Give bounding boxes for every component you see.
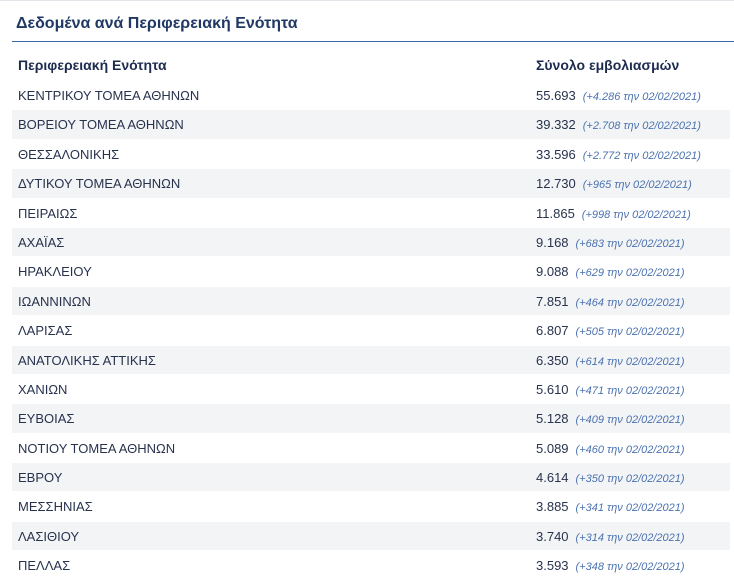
region-name-cell: ΝΟΤΙΟΥ ΤΟΜΕΑ ΑΘΗΝΩΝ bbox=[18, 440, 176, 456]
total-value: 5.610 bbox=[536, 381, 569, 397]
daily-delta: (+614 την 02/02/2021) bbox=[575, 355, 685, 368]
table-body: ΚΕΝΤΡΙΚΟΥ ΤΟΜΕΑ ΑΘΗΝΩΝ 55.693 (+4.286 την … bbox=[12, 81, 730, 578]
daily-delta: (+2.772 την 02/02/2021) bbox=[582, 149, 701, 162]
table-row: ΘΕΣΣΑΛΟΝΙΚΗΣ 33.596 (+2.772 την 02/02/2021… bbox=[12, 140, 730, 170]
total-cell: 6.807 (+505 την 02/02/2021) bbox=[536, 323, 685, 338]
daily-delta: (+409 την 02/02/2021) bbox=[575, 414, 685, 427]
region-name-cell: ΛΑΣΙΘΙΟΥ bbox=[18, 528, 80, 544]
region-name-cell: ΗΡΑΚΛΕΙΟΥ bbox=[18, 264, 92, 280]
total-cell: 11.865 (+998 την 02/02/2021) bbox=[536, 206, 691, 221]
table-header: Περιφερειακή Ενότητα Σύνολο εμβολιασμών bbox=[12, 51, 730, 80]
total-value: 5.089 bbox=[536, 440, 569, 456]
daily-delta: (+348 την 02/02/2021) bbox=[575, 561, 685, 574]
table-row: ΑΝΑΤΟΛΙΚΗΣ ΑΤΤΙΚΗΣ 6.350 (+614 την 02/02/2… bbox=[12, 345, 730, 375]
table-row: ΙΩΑΝΝΙΝΩΝ 7.851 (+464 την 02/02/2021) bbox=[12, 286, 730, 317]
region-name-cell: ΛΑΡΙΣΑΣ bbox=[18, 323, 73, 339]
total-value: 12.730 bbox=[536, 176, 576, 192]
total-value: 3.740 bbox=[536, 528, 569, 544]
table-row: ΒΟΡΕΙΟΥ ΤΟΜΕΑ ΑΘΗΝΩΝ 39.332 (+2.708 την 02… bbox=[12, 110, 730, 140]
daily-delta: (+350 την 02/02/2021) bbox=[575, 473, 685, 486]
daily-delta: (+2.708 την 02/02/2021) bbox=[582, 120, 701, 133]
total-value: 9.168 bbox=[536, 234, 569, 250]
daily-delta: (+464 την 02/02/2021) bbox=[575, 296, 685, 309]
table-row: ΗΡΑΚΛΕΙΟΥ 9.088 (+629 την 02/02/2021) bbox=[12, 257, 730, 287]
total-value: 9.088 bbox=[536, 264, 569, 280]
total-cell: 33.596 (+2.772 την 02/02/2021) bbox=[536, 147, 701, 162]
total-cell: 5.089 (+460 την 02/02/2021) bbox=[536, 441, 685, 456]
table-row: ΔΥΤΙΚΟΥ ΤΟΜΕΑ ΑΘΗΝΩΝ 12.730 (+965 την 02/0… bbox=[12, 169, 730, 199]
total-cell: 12.730 (+965 την 02/02/2021) bbox=[536, 176, 692, 191]
region-name-cell: ΔΥΤΙΚΟΥ ΤΟΜΕΑ ΑΘΗΝΩΝ bbox=[18, 176, 181, 192]
total-cell: 3.885 (+341 την 02/02/2021) bbox=[536, 499, 685, 514]
region-name-cell: ΠΕΛΛΑΣ bbox=[18, 558, 71, 574]
region-name-cell: ΘΕΣΣΑΛΟΝΙΚΗΣ bbox=[18, 146, 120, 162]
total-cell: 3.593 (+348 την 02/02/2021) bbox=[536, 558, 685, 573]
daily-delta: (+629 την 02/02/2021) bbox=[575, 267, 685, 280]
region-name-cell: ΕΥΒΟΙΑΣ bbox=[18, 411, 75, 427]
total-value: 33.596 bbox=[536, 146, 576, 162]
total-value: 4.614 bbox=[536, 470, 569, 486]
daily-delta: (+683 την 02/02/2021) bbox=[575, 237, 685, 250]
daily-delta: (+341 την 02/02/2021) bbox=[575, 502, 685, 515]
table-row: ΝΟΤΙΟΥ ΤΟΜΕΑ ΑΘΗΝΩΝ 5.089 (+460 την 02/02/… bbox=[12, 434, 730, 464]
region-name-cell: ΜΕΣΣΗΝΙΑΣ bbox=[18, 499, 93, 515]
total-value: 7.851 bbox=[536, 293, 569, 309]
total-cell: 7.851 (+464 την 02/02/2021) bbox=[536, 294, 685, 309]
table-row: ΛΑΣΙΘΙΟΥ 3.740 (+314 την 02/02/2021) bbox=[12, 521, 730, 552]
table-row: ΚΕΝΤΡΙΚΟΥ ΤΟΜΕΑ ΑΘΗΝΩΝ 55.693 (+4.286 την … bbox=[12, 81, 730, 111]
table-row: ΕΒΡΟΥ 4.614 (+350 την 02/02/2021) bbox=[12, 463, 730, 493]
total-value: 6.350 bbox=[536, 352, 569, 368]
daily-delta: (+4.286 την 02/02/2021) bbox=[582, 91, 701, 103]
column-header-region[interactable]: Περιφερειακή Ενότητα bbox=[18, 57, 167, 73]
total-value: 39.332 bbox=[536, 117, 576, 133]
daily-delta: (+505 την 02/02/2021) bbox=[575, 326, 685, 339]
daily-delta: (+314 την 02/02/2021) bbox=[575, 531, 685, 544]
region-name-cell: ΙΩΑΝΝΙΝΩΝ bbox=[18, 293, 91, 309]
table-row: ΑΧΑΪΑΣ 9.168 (+683 την 02/02/2021) bbox=[12, 227, 730, 258]
total-value: 6.807 bbox=[536, 323, 569, 339]
table-row: ΠΕΛΛΑΣ 3.593 (+348 την 02/02/2021) bbox=[12, 551, 730, 578]
region-name-cell: ΚΕΝΤΡΙΚΟΥ ΤΟΜΕΑ ΑΘΗΝΩΝ bbox=[18, 88, 200, 103]
region-name-cell: ΠΕΙΡΑΙΩΣ bbox=[18, 205, 78, 221]
table-row: ΛΑΡΙΣΑΣ 6.807 (+505 την 02/02/2021) bbox=[12, 316, 730, 346]
total-value: 5.128 bbox=[536, 411, 569, 427]
table-row: ΧΑΝΙΩΝ 5.610 (+471 την 02/02/2021) bbox=[12, 375, 730, 405]
total-value: 55.693 bbox=[536, 88, 576, 103]
table-row: ΕΥΒΟΙΑΣ 5.128 (+409 την 02/02/2021) bbox=[12, 404, 730, 434]
region-name-cell: ΒΟΡΕΙΟΥ ΤΟΜΕΑ ΑΘΗΝΩΝ bbox=[18, 117, 184, 133]
region-name-cell: ΕΒΡΟΥ bbox=[18, 470, 63, 486]
total-value: 11.865 bbox=[536, 205, 575, 221]
total-cell: 9.168 (+683 την 02/02/2021) bbox=[536, 235, 685, 250]
total-cell: 55.693 (+4.286 την 02/02/2021) bbox=[536, 88, 701, 103]
total-cell: 9.088 (+629 την 02/02/2021) bbox=[536, 264, 685, 279]
region-name-cell: ΑΧΑΪΑΣ bbox=[18, 234, 65, 250]
total-cell: 6.350 (+614 την 02/02/2021) bbox=[536, 353, 685, 368]
column-header-total[interactable]: Σύνολο εμβολιασμών bbox=[536, 57, 680, 73]
total-cell: 4.614 (+350 την 02/02/2021) bbox=[536, 470, 685, 485]
total-cell: 5.128 (+409 την 02/02/2021) bbox=[536, 411, 685, 426]
region-name-cell: ΑΝΑΤΟΛΙΚΗΣ ΑΤΤΙΚΗΣ bbox=[18, 352, 156, 368]
total-cell: 3.740 (+314 την 02/02/2021) bbox=[536, 529, 685, 544]
page-title: Δεδομένα ανά Περιφερειακή Ενότητα bbox=[16, 15, 298, 32]
daily-delta: (+471 την 02/02/2021) bbox=[575, 384, 685, 397]
total-value: 3.885 bbox=[536, 499, 569, 515]
title-divider bbox=[12, 41, 734, 42]
daily-delta: (+965 την 02/02/2021) bbox=[582, 179, 692, 192]
table-row: ΜΕΣΣΗΝΙΑΣ 3.885 (+341 την 02/02/2021) bbox=[12, 492, 730, 522]
table-row: ΠΕΙΡΑΙΩΣ 11.865 (+998 την 02/02/2021) bbox=[12, 199, 730, 228]
daily-delta: (+998 την 02/02/2021) bbox=[581, 208, 691, 221]
total-cell: 39.332 (+2.708 την 02/02/2021) bbox=[536, 117, 701, 132]
region-name-cell: ΧΑΝΙΩΝ bbox=[18, 381, 68, 397]
total-value: 3.593 bbox=[536, 558, 569, 574]
total-cell: 5.610 (+471 την 02/02/2021) bbox=[536, 382, 685, 397]
daily-delta: (+460 την 02/02/2021) bbox=[575, 443, 685, 456]
